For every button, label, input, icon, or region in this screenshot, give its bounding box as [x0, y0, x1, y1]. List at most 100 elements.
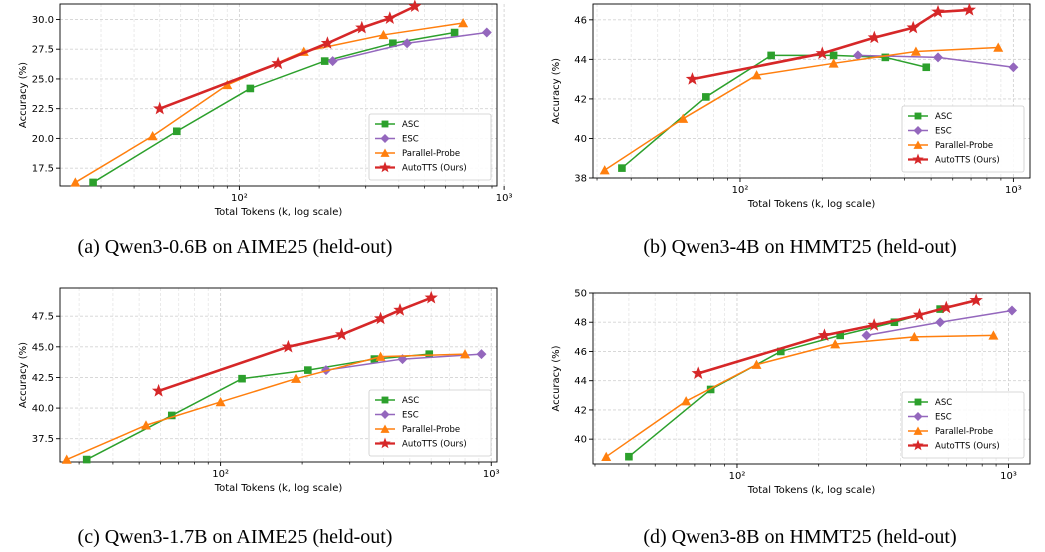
caption-c: (c) Qwen3-1.7B on AIME25 (held-out) — [77, 526, 393, 548]
data-point-asc: ASC: (130, 44.2) — [767, 51, 775, 60]
legend-marker-asc — [381, 120, 389, 128]
x-axis-label: Total Tokens (k, log scale) — [214, 483, 343, 494]
data-point-esc: ESC: (530, 44.1) — [933, 52, 944, 63]
data-point-parallel-probe: Parallel-Probe: (33, 38.8) — [601, 451, 612, 461]
data-point-asc: ASC: (80, 43.4) — [706, 385, 715, 394]
series-asc: ASC: (37, 38.5) ASC: (75, 42.1) ASC: (130,… — [618, 51, 931, 172]
legend-marker-asc — [914, 398, 922, 406]
data-point-autotts-ours: AutoTTS (Ours): (290, 29.3) — [355, 20, 369, 34]
data-point-asc: ASC: (370, 44) — [370, 355, 379, 363]
series-parallel-probe: Parallel-Probe: (33, 38.8) Parallel-Probe… — [601, 330, 999, 461]
series-esc: ESC: (245, 43.1)ESC: (470, 44)ESC: (920,… — [320, 349, 487, 376]
legend-box — [368, 113, 492, 181]
chart-d: 10² 10³ 40 42 44 46 48 50 Total Tokens (k, log s… — [551, 289, 1031, 496]
chart-b: 10² 10³ 38 40 42 44 46 Total Tokens (k, log sca… — [551, 2, 1031, 210]
y-tick-label: 45.0 — [32, 342, 54, 353]
data-point-autotts-ours: AutoTTS (Ours): (310, 45.1) — [867, 30, 881, 44]
data-point-esc: ESC: (225, 26.5) — [327, 56, 338, 67]
y-tick-label: 20.0 — [32, 134, 54, 145]
data-point-parallel-probe: Parallel-Probe: (440, 44.4) — [910, 46, 921, 56]
data-point-esc: ESC: (245, 43.1) — [320, 365, 331, 376]
legend-label-parallel-probe: Parallel-Probe — [402, 149, 460, 159]
data-point-asc: ASC: (28, 16.3) — [89, 178, 97, 187]
caption-b: (b) Qwen3-4B on HMMT25 (held-out) — [643, 236, 957, 258]
series-asc: ASC: (40, 38.8) ASC: (80, 43.4) ASC: (145,… — [625, 305, 944, 461]
data-point-asc: ASC: (380, 28) — [389, 39, 397, 48]
y-tick-label: 44 — [574, 376, 587, 387]
data-point-parallel-probe: Parallel-Probe: (700, 29.7) — [458, 18, 469, 28]
y-tick-label: 42 — [574, 94, 587, 105]
legend-marker-esc — [380, 410, 390, 419]
x-tick-label: 10³ — [496, 193, 513, 204]
legend-label-esc: ESC — [402, 135, 419, 145]
x-tick-label: 10² — [231, 193, 248, 204]
data-point-autotts-ours: AutoTTS (Ours): (215, 28) — [320, 36, 335, 49]
series-line-parallel-probe — [604, 46, 999, 171]
legend-marker-parallel-probe — [380, 424, 390, 433]
data-point-autotts-ours: AutoTTS (Ours): (590, 49) — [939, 300, 953, 314]
data-point-esc: ESC: (920, 44.4) — [476, 349, 487, 360]
data-point-asc: ASC: (210, 43.1) — [304, 366, 312, 374]
legend-marker-autotts-ours — [379, 437, 391, 449]
data-point-asc: ASC: (340, 44.1) — [881, 53, 890, 62]
data-point-parallel-probe: Parallel-Probe: (880, 44.6) — [993, 42, 1004, 52]
series-line-asc — [621, 54, 927, 169]
data-point-asc: ASC: (240, 47.1) — [836, 331, 845, 340]
data-point-autotts-ours: AutoTTS (Ours): (140, 26.3) — [271, 56, 285, 70]
data-point-parallel-probe: Parallel-Probe: (62, 41) — [678, 113, 689, 123]
data-point-asc: ASC: (120, 42.4) — [238, 374, 246, 383]
data-point-autotts-ours: AutoTTS (Ours): (470, 48.5) — [912, 307, 927, 321]
legend-label-parallel-probe: Parallel-Probe — [935, 427, 993, 437]
data-point-autotts-ours: AutoTTS (Ours): (59, 41.4) — [151, 383, 166, 397]
series-esc: ESC: (300, 47.1) ESC: (560, 48) ESC: (1030… — [861, 305, 1017, 341]
data-point-autotts-ours: AutoTTS (Ours): (760, 49.5) — [969, 293, 983, 306]
data-point-parallel-probe: Parallel-Probe: (24, 16.3) — [70, 177, 81, 187]
legend-box — [901, 391, 1025, 459]
data-point-parallel-probe: Parallel-Probe: (115, 43.2) — [751, 70, 762, 80]
series-line-asc — [92, 31, 455, 184]
legend-box — [368, 389, 492, 457]
legend-marker-autotts-ours — [912, 153, 924, 165]
y-tick-label: 37.5 — [32, 434, 54, 445]
legend-marker-esc — [913, 412, 923, 421]
data-point-parallel-probe: Parallel-Probe: (65, 42.6) — [681, 396, 692, 406]
data-point-asc: ASC: (650, 28.9) — [450, 28, 459, 37]
data-point-asc: ASC: (590, 44.4) — [425, 350, 434, 358]
data-point-autotts-ours: AutoTTS (Ours): (72, 44.5) — [691, 366, 705, 380]
data-point-autotts-ours: AutoTTS (Ours): (280, 46) — [334, 327, 349, 341]
y-tick-label: 40.0 — [32, 404, 54, 415]
data-point-parallel-probe: Parallel-Probe: (90, 24.5) — [222, 79, 233, 90]
data-point-asc: ASC: (210, 26.5) — [320, 57, 329, 65]
plot-frame — [59, 3, 498, 187]
legend: ASC ESC Parallel-Probe AutoTTS (Ours) — [368, 113, 492, 181]
series-esc: ESC: (270, 44.2) ESC: (530, 44.1) ESC: (10… — [852, 50, 1019, 73]
data-point-asc: ASC: (110, 24.2) — [246, 84, 255, 93]
data-point-parallel-probe: Parallel-Probe: (190, 42.4) — [291, 373, 302, 383]
y-tick-label: 42 — [574, 405, 587, 416]
y-tick-label: 47.5 — [32, 312, 54, 323]
data-point-autotts-ours: AutoTTS (Ours): (210, 47.1) — [817, 328, 832, 342]
data-point-esc: ESC: (860, 28.9) — [481, 27, 492, 38]
legend-label-esc: ESC — [402, 411, 419, 421]
y-tick-label: 25.0 — [32, 74, 54, 85]
y-tick-label: 38 — [574, 174, 587, 185]
data-point-autotts-ours: AutoTTS (Ours): (390, 47.3) — [373, 311, 388, 325]
data-point-asc: ASC: (32, 35.8) — [82, 455, 91, 464]
y-tick-label: 46 — [574, 347, 587, 358]
data-point-autotts-ours: AutoTTS (Ours): (690, 46.5) — [962, 2, 976, 16]
y-axis-label: Accuracy (%) — [18, 62, 29, 128]
data-point-autotts-ours: AutoTTS (Ours): (370, 30.1) — [383, 11, 397, 24]
legend-marker-asc — [914, 112, 922, 120]
y-tick-label: 27.5 — [32, 45, 54, 56]
y-tick-label: 48 — [574, 318, 587, 329]
y-axis-label: Accuracy (%) — [551, 58, 562, 124]
legend-label-esc: ESC — [935, 127, 952, 137]
data-point-asc: ASC: (58, 20.6) — [172, 127, 181, 136]
series-line-parallel-probe — [605, 334, 994, 458]
data-point-asc: ASC: (66, 39.4) — [167, 411, 176, 420]
series-line-esc — [332, 31, 487, 62]
data-point-autotts-ours: AutoTTS (Ours): (600, 49) — [424, 290, 438, 304]
x-tick-label: 10² — [732, 185, 749, 196]
data-point-asc: ASC: (75, 42.1) — [702, 93, 710, 101]
data-point-parallel-probe: Parallel-Probe: (47, 20.2) — [147, 131, 158, 141]
